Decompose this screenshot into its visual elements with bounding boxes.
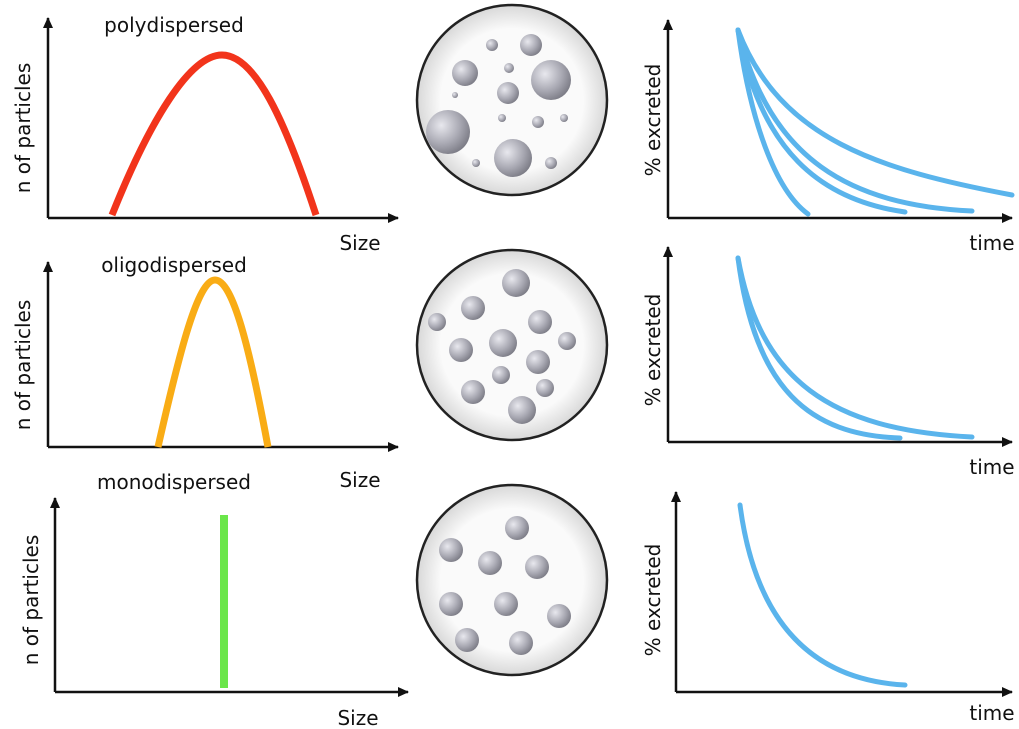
particle [558, 332, 576, 350]
particle [505, 516, 529, 540]
distribution-curve [158, 280, 268, 447]
particle [439, 592, 463, 616]
y-axis-label: % excreted [641, 294, 665, 407]
particle [525, 555, 549, 579]
excretion-curve [738, 258, 972, 437]
distribution-title: polydispersed [104, 13, 244, 37]
particle [489, 329, 517, 357]
row-polydispersed: polydispersed n of particles Size % excr… [11, 5, 1015, 255]
particle [536, 379, 554, 397]
distribution-title: monodispersed [97, 470, 251, 494]
y-axis-label: n of particles [19, 535, 43, 666]
particle [509, 631, 533, 655]
particle [455, 628, 479, 652]
particle [520, 34, 542, 56]
excretion-curve [740, 505, 905, 685]
x-axis-label: Size [339, 468, 380, 492]
particle [526, 350, 550, 374]
particle [439, 538, 463, 562]
distribution-curve [112, 55, 316, 215]
particle [528, 310, 552, 334]
y-axis-label: n of particles [11, 63, 35, 194]
row-oligodispersed: oligodispersed n of particles Size % exc… [11, 247, 1015, 492]
particle [547, 604, 571, 628]
particle [452, 92, 458, 98]
particle [472, 159, 480, 167]
particle [449, 338, 473, 362]
excretion-curve [738, 30, 972, 211]
x-axis-label: time [969, 455, 1014, 479]
x-axis-label: Size [339, 231, 380, 255]
excretion-curve [738, 30, 905, 212]
particle [531, 60, 571, 100]
distribution-title: oligodispersed [101, 253, 247, 277]
particle [461, 296, 485, 320]
particle [504, 63, 514, 73]
particle [452, 60, 478, 86]
particle [486, 39, 498, 51]
x-axis-label: time [969, 231, 1014, 255]
particle [532, 116, 544, 128]
particle [494, 139, 532, 177]
particle [560, 114, 568, 122]
particle [461, 380, 485, 404]
particle [508, 396, 536, 424]
y-axis-label: n of particles [11, 300, 35, 431]
particle [502, 269, 530, 297]
y-axis-label: % excreted [641, 544, 665, 657]
excretion-curve [738, 30, 1012, 195]
particle [545, 157, 557, 169]
particle [426, 110, 470, 154]
excretion-curve [738, 258, 900, 438]
particle [478, 551, 502, 575]
x-axis-label: Size [337, 706, 378, 729]
particle [498, 114, 506, 122]
particle [494, 592, 518, 616]
row-monodispersed: monodispersed n of particles Size % excr… [19, 470, 1015, 729]
x-axis-label: time [969, 701, 1014, 725]
y-axis-label: % excreted [641, 64, 665, 177]
particle [497, 82, 519, 104]
particle [492, 366, 510, 384]
diagram: polydispersed n of particles Size % excr… [0, 0, 1019, 729]
particle [428, 313, 446, 331]
